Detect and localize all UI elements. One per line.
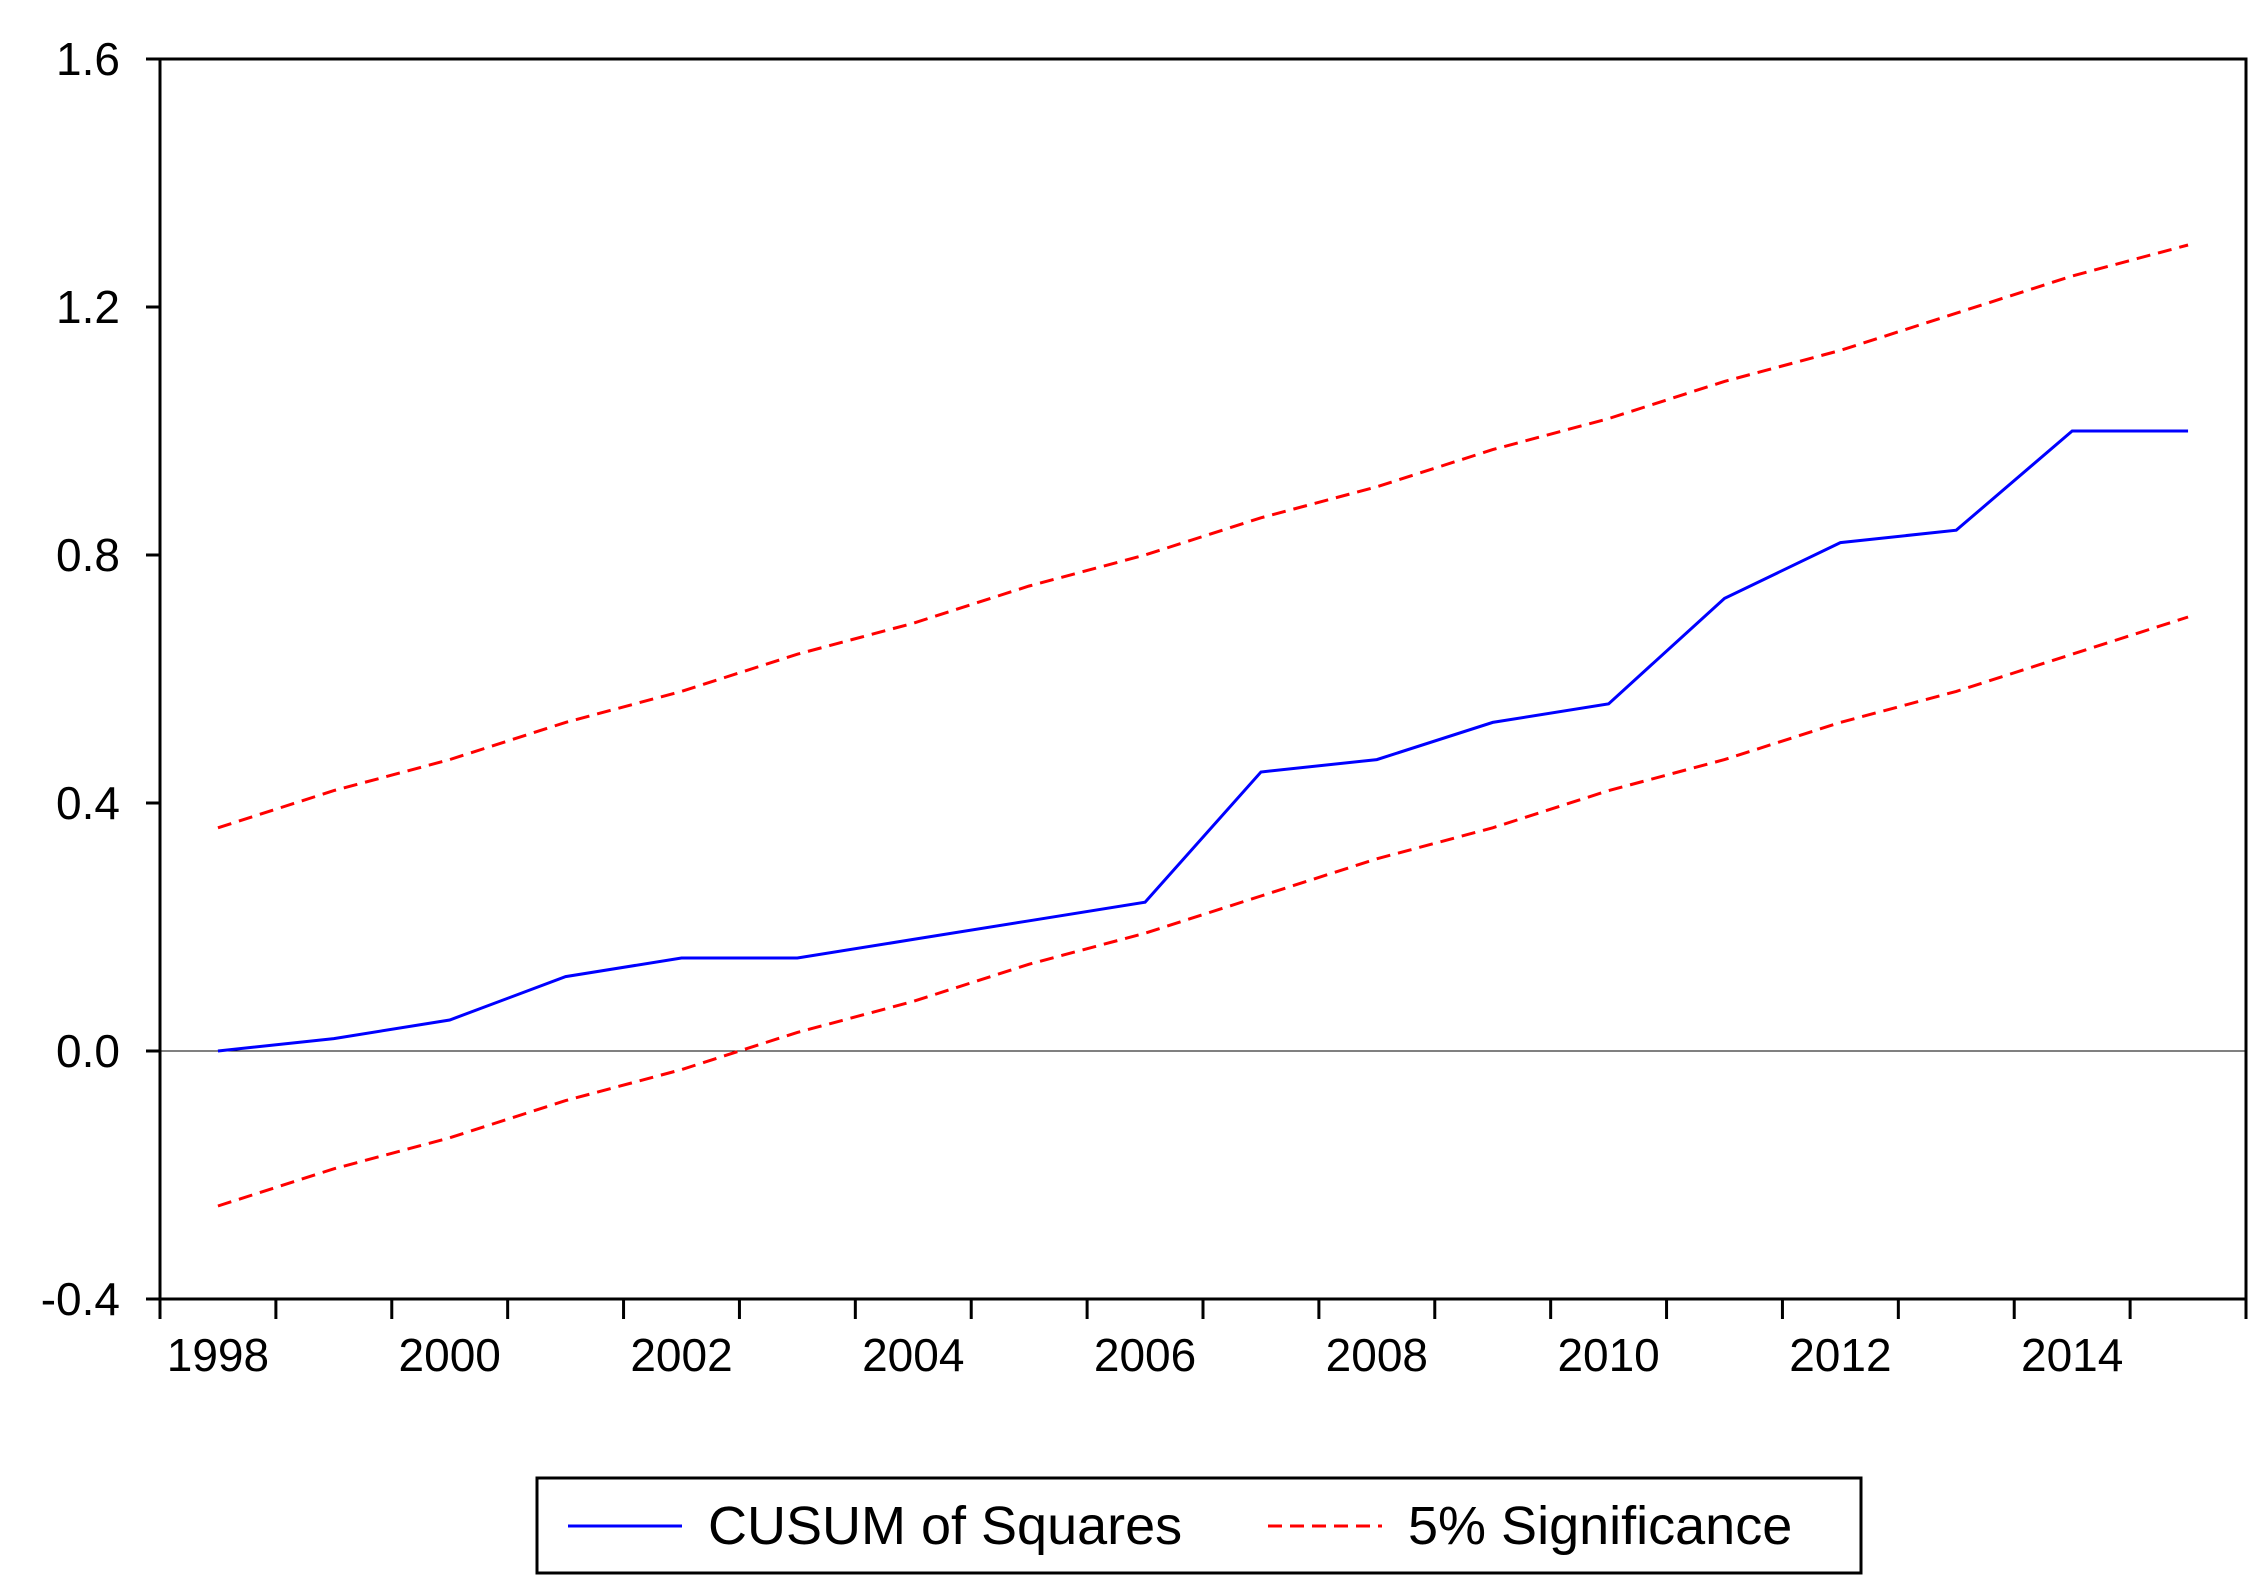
legend-box (535, 1476, 1863, 1575)
y-tick-label: -0.4 (41, 1273, 120, 1325)
plot-frame (158, 57, 2248, 1301)
series-cusum-of-squares (217, 429, 2189, 1053)
legend-label-significance: 5% Significance (1408, 1496, 1792, 1556)
series-significance-lower (217, 615, 2189, 1208)
legend: CUSUM of Squares 5% Significance (535, 1476, 1863, 1575)
x-tick-label: 2014 (2021, 1329, 2123, 1381)
y-tick-label: 1.6 (56, 33, 120, 85)
x-tick-label: 2004 (862, 1329, 964, 1381)
series-significance-upper (217, 243, 2189, 830)
x-tick-label: 2008 (1326, 1329, 1428, 1381)
x-tick-label: 2002 (630, 1329, 732, 1381)
y-tick-label: 1.2 (56, 281, 120, 333)
y-tick-label: 0.4 (56, 777, 120, 829)
y-tick-label: 0.0 (56, 1025, 120, 1077)
x-tick-label: 2012 (1789, 1329, 1891, 1381)
x-tick-label: 2006 (1094, 1329, 1196, 1381)
y-tick-label: 0.8 (56, 529, 120, 581)
x-tick-label: 2010 (1557, 1329, 1659, 1381)
legend-label-cusum: CUSUM of Squares (708, 1496, 1182, 1556)
x-tick-label: 1998 (167, 1329, 269, 1381)
x-tick-label: 2000 (399, 1329, 501, 1381)
